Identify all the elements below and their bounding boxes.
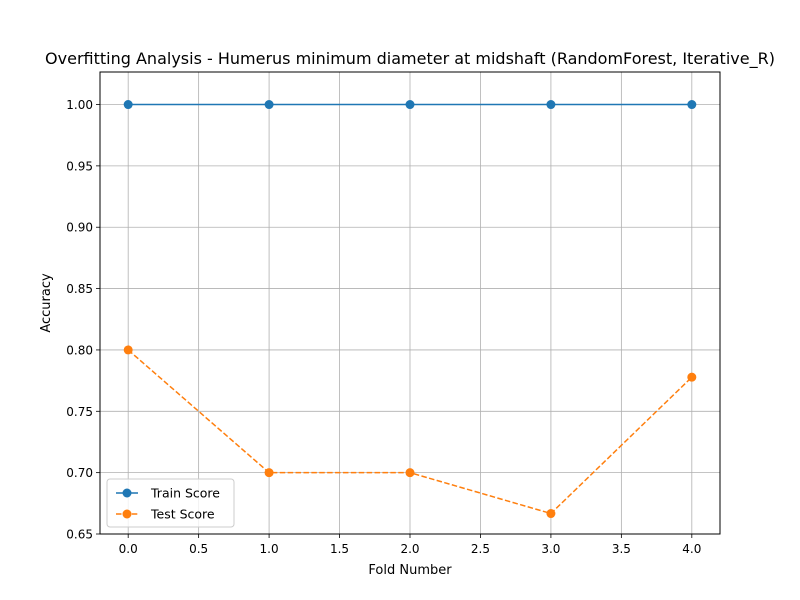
legend: Train Score Test Score (106, 478, 235, 528)
test-score-point (405, 468, 415, 478)
x-tick-label: 3.0 (541, 542, 560, 556)
x-tick-label: 4.0 (682, 542, 701, 556)
x-tick-label: 1.0 (260, 542, 279, 556)
x-tick-label: 1.5 (330, 542, 349, 556)
train-score-point (264, 100, 274, 110)
x-tick-label: 3.5 (612, 542, 631, 556)
x-tick-label: 2.5 (471, 542, 490, 556)
train-score-point (405, 100, 415, 110)
y-tick-label: 0.65 (66, 528, 93, 542)
legend-box (106, 478, 235, 528)
x-tick-label: 0.5 (189, 542, 208, 556)
y-tick-label: 0.80 (66, 343, 93, 357)
y-axis-label: Accuracy (39, 273, 54, 333)
legend-items: Train Score Test Score (116, 486, 220, 522)
train-score-legend-marker (122, 488, 132, 498)
test-score-point (123, 345, 133, 355)
chart-title: Overfitting Analysis - Humerus minimum d… (45, 49, 775, 69)
test-score-point (687, 372, 697, 382)
series-layer (123, 100, 697, 519)
test-score-point (546, 509, 556, 519)
train-score-legend-label: Train Score (150, 486, 220, 501)
train-score-point (687, 100, 697, 110)
test-score-legend-label: Test Score (150, 507, 215, 522)
y-tick-label: 0.90 (66, 221, 93, 235)
y-tick-label: 0.95 (66, 159, 93, 173)
axis-ticks: 0.0 0.5 1.0 1.5 2.0 2.5 3.0 3.5 4.0 0.65 0.70 0.75 0… (66, 98, 701, 556)
y-tick-label: 0.75 (66, 405, 93, 419)
y-tick-label: 1.00 (66, 98, 93, 112)
train-score-point (123, 100, 133, 110)
x-tick-label: 0.0 (119, 542, 138, 556)
x-tick-label: 2.0 (400, 542, 419, 556)
test-score-legend-marker (122, 509, 132, 519)
x-axis-label: Fold Number (368, 563, 452, 578)
plot-area: 0.0 0.5 1.0 1.5 2.0 2.5 3.0 3.5 4.0 0.65 0.70 0.75 0… (66, 71, 721, 556)
test-score-point (264, 468, 274, 478)
train-score-point (546, 100, 556, 110)
y-tick-label: 0.85 (66, 282, 93, 296)
y-tick-label: 0.70 (66, 466, 93, 480)
